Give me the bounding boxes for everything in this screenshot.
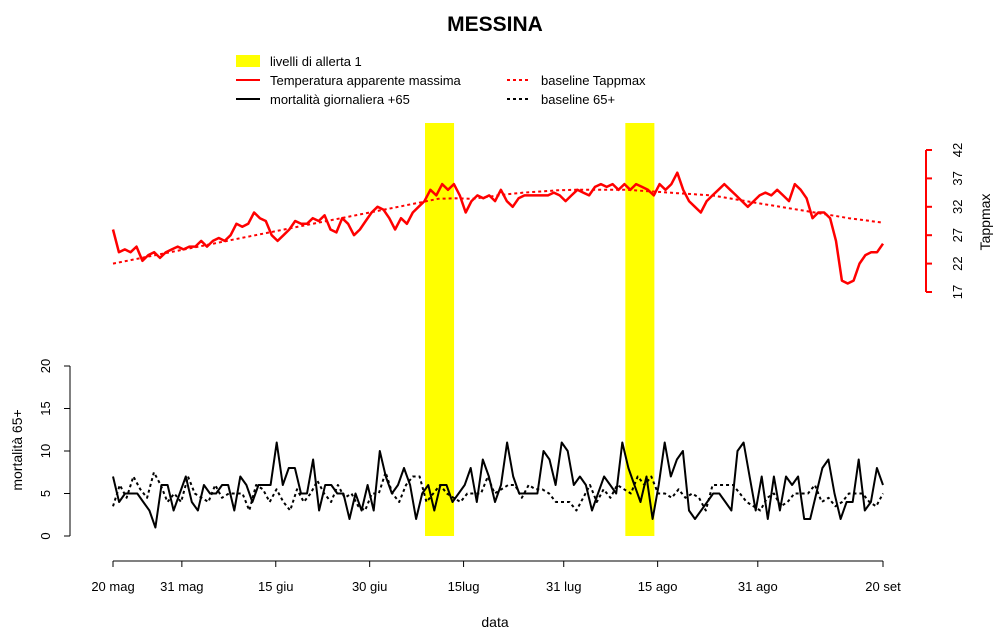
temperature-tick-label: 32	[950, 200, 965, 214]
date-tick-label: 20 mag	[91, 579, 134, 594]
mortality-tick-label: 15	[38, 401, 53, 415]
mortality-tick-label: 10	[38, 444, 53, 458]
date-tick-label: 15 giu	[258, 579, 293, 594]
mortality-line	[112, 441, 884, 529]
temperature-tick-label: 27	[950, 228, 965, 242]
temperature-axis: 17 22 27 32 37 42	[925, 143, 965, 299]
mortality-axis: 0 5 10 15 20	[38, 359, 71, 540]
series-layer	[111, 171, 885, 529]
date-tick-label: 31 lug	[546, 579, 581, 594]
temperature-line	[111, 171, 885, 285]
legend-label: mortalità giornaliera +65	[270, 92, 410, 107]
legend-label: baseline 65+	[541, 92, 615, 107]
mortality-tick-label: 5	[38, 490, 53, 497]
chart-title: MESSINA	[447, 13, 543, 36]
date-tick-label: 15lug	[448, 579, 480, 594]
temperature-tick-label: 42	[950, 143, 965, 157]
legend-label: baseline Tappmax	[541, 73, 646, 88]
temperature-tick-label: 17	[950, 285, 965, 299]
legend: livelli di allerta 1 Temperatura apparent…	[236, 54, 646, 107]
date-tick-label: 31 mag	[160, 579, 203, 594]
temperature-tick-label: 37	[950, 171, 965, 185]
legend-swatch	[236, 55, 260, 67]
date-tick-label: 20 set	[865, 579, 901, 594]
temperature-tick-label: 22	[950, 256, 965, 270]
mortality-tick-label: 20	[38, 359, 53, 373]
date-tick-label: 15 ago	[638, 579, 678, 594]
date-tick-label: 31 ago	[738, 579, 778, 594]
legend-label: livelli di allerta 1	[270, 54, 362, 69]
x-axis-label: data	[481, 614, 508, 630]
date-tick-label: 30 giu	[352, 579, 387, 594]
y-axis-label-left: mortalità 65+	[9, 409, 25, 490]
legend-label: Temperatura apparente massima	[270, 73, 462, 88]
date-axis: 20 mag 31 mag 15 giu 30 giu 15lug 31 lug 15 ag…	[91, 560, 901, 594]
temperature-baseline-line	[112, 188, 884, 265]
mortality-tick-label: 0	[38, 532, 53, 539]
alert-band	[425, 123, 455, 536]
y-axis-label-right: Tappmax	[977, 194, 993, 251]
